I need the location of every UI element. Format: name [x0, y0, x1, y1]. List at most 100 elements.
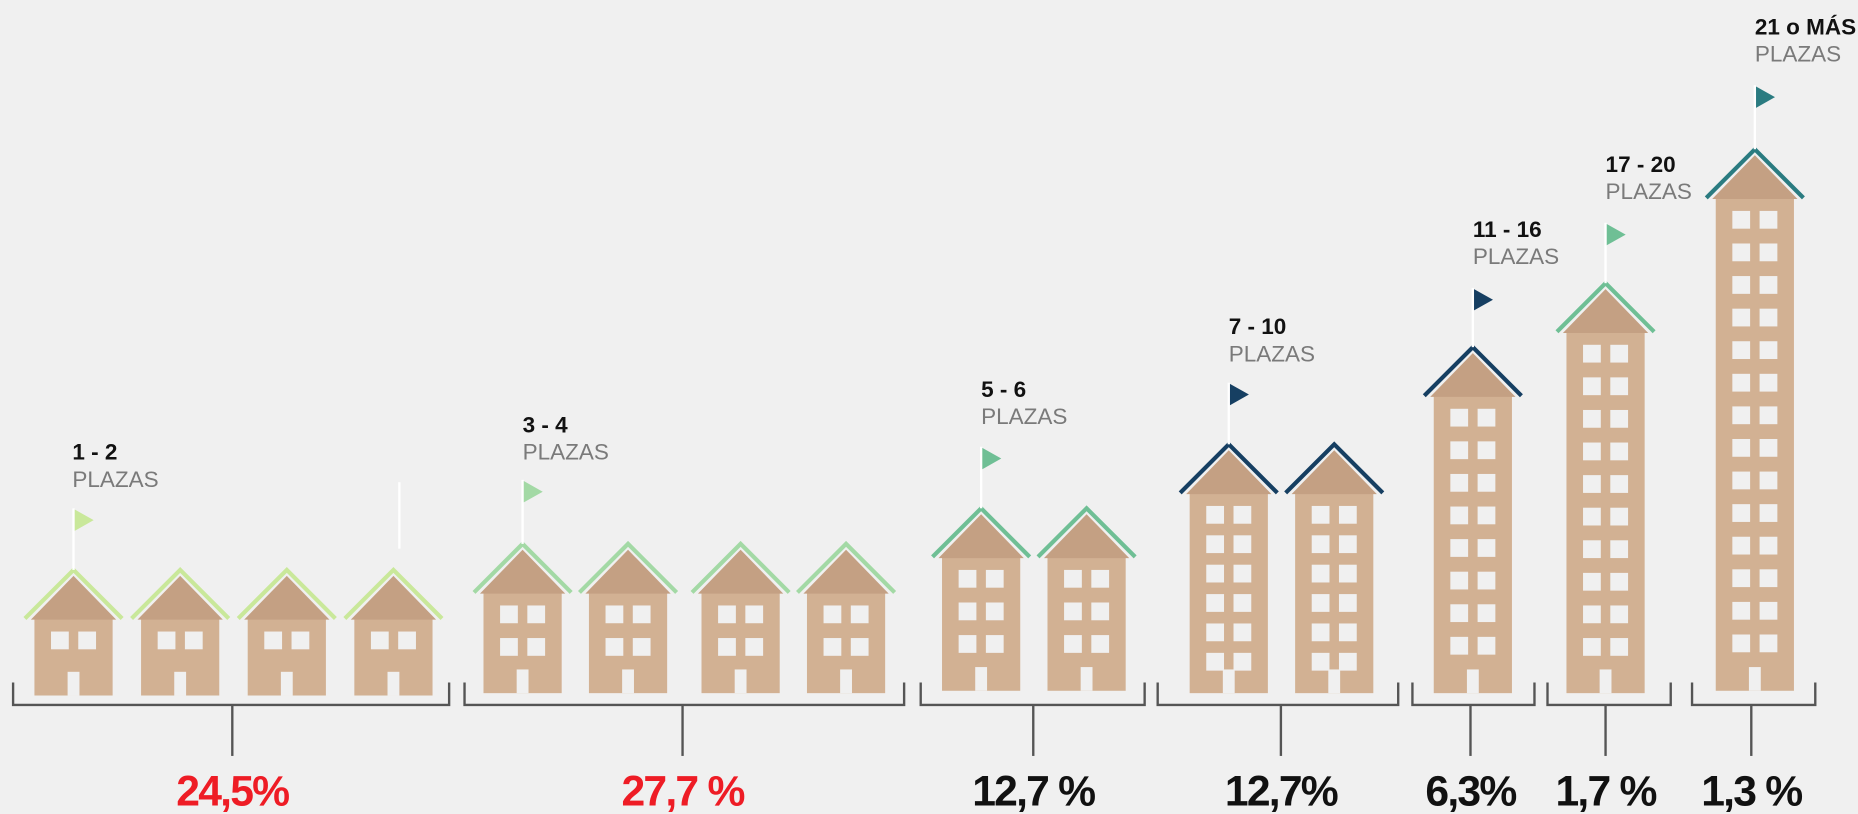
window: [985, 602, 1004, 621]
door: [1599, 669, 1612, 694]
range-label: 3 - 4: [523, 412, 569, 437]
window: [632, 605, 651, 624]
window: [850, 605, 869, 624]
window: [370, 631, 389, 650]
window: [184, 631, 203, 650]
window: [1477, 408, 1496, 427]
door: [1222, 669, 1235, 694]
window: [1091, 635, 1110, 653]
window: [958, 635, 977, 653]
unit-label: PLAZAS: [1229, 341, 1315, 366]
door: [734, 669, 747, 694]
flag: [1606, 223, 1626, 246]
window: [985, 569, 1004, 588]
roof-outline: [130, 566, 231, 620]
window: [1477, 441, 1496, 460]
door: [1748, 667, 1761, 691]
window: [1583, 475, 1601, 493]
window: [1759, 373, 1778, 392]
window: [1732, 210, 1751, 229]
door: [1080, 667, 1093, 691]
window: [1233, 652, 1252, 671]
door: [174, 671, 187, 696]
roof: [137, 575, 223, 620]
window: [78, 631, 97, 650]
window: [1583, 409, 1601, 428]
window: [1477, 571, 1496, 590]
door: [280, 671, 293, 696]
window: [1759, 210, 1778, 229]
window: [1610, 344, 1629, 363]
window: [1759, 601, 1778, 620]
window: [1233, 594, 1252, 612]
window: [1338, 535, 1357, 554]
flag: [74, 509, 94, 531]
window: [1091, 602, 1110, 621]
unit-label: PLAZAS: [72, 467, 158, 492]
door: [67, 671, 80, 696]
window: [1732, 373, 1751, 392]
roof: [1430, 353, 1516, 397]
window: [500, 605, 518, 624]
roof-outline: [690, 540, 791, 594]
unit-label: PLAZAS: [1473, 244, 1559, 269]
window: [1610, 540, 1629, 559]
window: [1732, 308, 1751, 327]
window: [1732, 438, 1751, 457]
window: [1759, 341, 1778, 360]
window: [1206, 505, 1225, 524]
window: [1206, 564, 1225, 583]
window: [1759, 276, 1778, 294]
window: [1732, 406, 1751, 425]
window: [605, 638, 624, 656]
share-label: 1,3 %: [1701, 768, 1802, 814]
window: [1233, 535, 1252, 554]
window: [1732, 471, 1751, 490]
window: [1450, 506, 1469, 525]
flag: [1474, 289, 1493, 311]
window: [1732, 601, 1751, 620]
window: [1338, 623, 1357, 642]
window: [1450, 408, 1469, 427]
window: [1338, 652, 1357, 671]
range-label: 5 - 6: [981, 377, 1026, 402]
window: [1091, 569, 1110, 588]
window: [1732, 504, 1751, 522]
window: [718, 605, 736, 624]
share-label: 12,7 %: [972, 768, 1095, 814]
range-label: 21 o MÁS: [1755, 14, 1856, 39]
window: [1759, 406, 1778, 425]
roof: [803, 549, 889, 594]
range-label: 11 - 16: [1473, 217, 1542, 242]
bracket: [463, 682, 906, 707]
flag: [1756, 86, 1775, 108]
window: [1610, 442, 1629, 461]
flag: [523, 481, 543, 503]
window: [1759, 308, 1778, 327]
window: [1610, 507, 1629, 526]
window: [1477, 539, 1496, 557]
roof: [30, 575, 117, 620]
window: [1064, 635, 1082, 653]
window: [985, 635, 1004, 653]
share-label: 6,3%: [1425, 768, 1516, 814]
share-label: 27,7 %: [622, 768, 745, 814]
window: [823, 638, 842, 656]
flag: [1229, 383, 1249, 406]
window: [1610, 409, 1629, 428]
window: [1732, 341, 1751, 360]
window: [1477, 506, 1496, 525]
window: [718, 638, 736, 656]
window: [1610, 475, 1629, 493]
building-body: [1715, 197, 1794, 691]
window: [1311, 623, 1330, 642]
window: [398, 631, 416, 650]
window: [1759, 504, 1778, 522]
window: [51, 631, 69, 650]
roof: [1291, 450, 1377, 495]
window: [527, 605, 546, 624]
building-body: [1566, 331, 1645, 694]
window: [1732, 276, 1751, 294]
